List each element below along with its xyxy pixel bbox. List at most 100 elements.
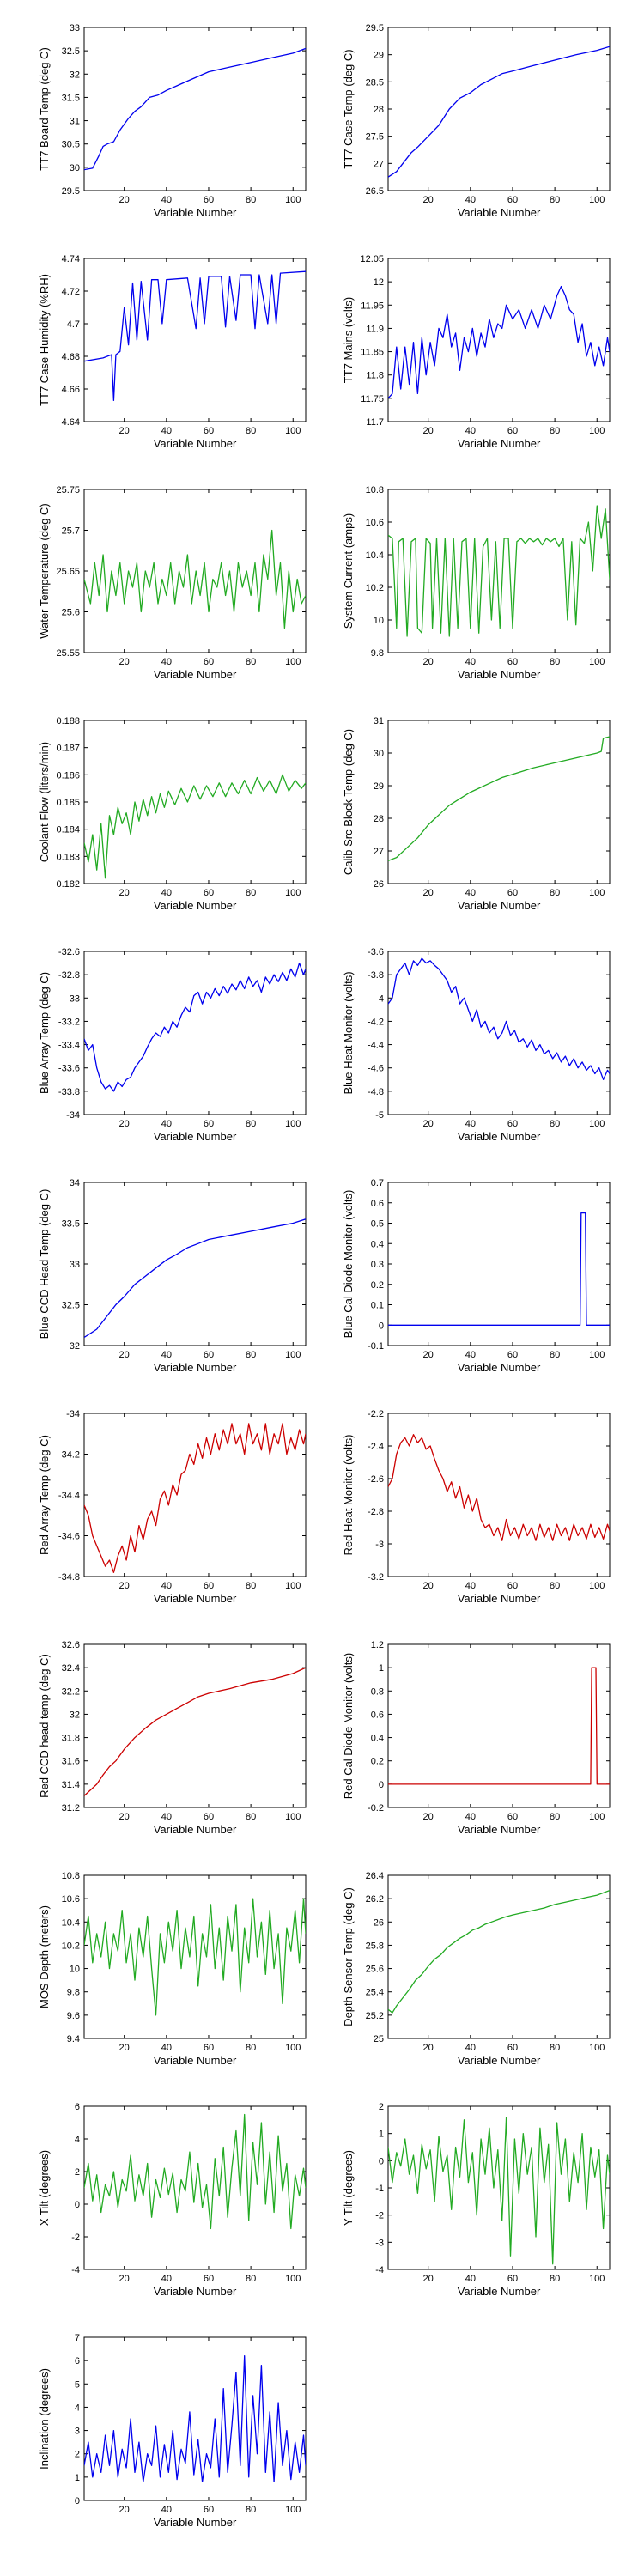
y-tick-label: 32.4: [62, 1663, 80, 1674]
series-line-0: [388, 1434, 610, 1541]
y-axis-label: Depth Sensor Temp (deg C): [342, 1887, 355, 2026]
y-tick-label: 4: [75, 2403, 80, 2413]
x-tick-label: 80: [246, 888, 256, 898]
y-tick-label: -34.8: [58, 1572, 80, 1583]
x-tick-label: 80: [550, 1812, 560, 1822]
series-line-0: [388, 46, 610, 178]
y-tick-label: -3: [375, 1540, 384, 1550]
y-tick-label: 0.3: [371, 1260, 384, 1270]
y-tick-label: 2: [379, 2102, 384, 2112]
x-tick-label: 20: [423, 888, 434, 898]
y-tick-label: 0.186: [56, 770, 80, 781]
x-tick-label: 40: [465, 426, 476, 436]
y-tick-label: -4.4: [368, 1041, 384, 1051]
y-tick-label: 0.2: [371, 1757, 384, 1767]
x-tick-label: 100: [589, 1812, 605, 1822]
plot-area: [83, 720, 307, 884]
y-tick-label: 26: [374, 879, 384, 890]
x-tick-label: 20: [119, 1119, 130, 1129]
chart-panel-13: 20 40 60 80 100 -3.2 -3 -2.8 -2.6 -2.4 -2.2 Variabl…: [342, 1409, 611, 1605]
series-line-0: [84, 529, 306, 629]
x-tick-label: 40: [161, 426, 172, 436]
x-tick-label: 20: [423, 2043, 434, 2053]
y-tick-label: 31.4: [62, 1780, 80, 1790]
chart-panel-17: 20 40 60 80 100 25 25.2 25.4 25.6 25.8 26 26.2 26.4 V…: [342, 1871, 611, 2067]
y-tick-label: 0.184: [56, 825, 80, 835]
x-tick-label: 80: [246, 1812, 256, 1822]
x-tick-label: 80: [246, 1581, 256, 1591]
x-tick-label: 60: [507, 426, 518, 436]
x-tick-label: 40: [465, 888, 476, 898]
y-tick-label: 30: [374, 749, 384, 759]
y-tick-label: 32: [70, 1341, 80, 1352]
x-axis-label: Variable Number: [154, 2285, 237, 2298]
y-tick-label: 26.5: [366, 186, 384, 197]
y-tick-label: 0.182: [56, 879, 80, 890]
x-tick-label: 60: [204, 2274, 214, 2284]
x-tick-label: 20: [119, 2505, 130, 2515]
x-tick-label: 80: [550, 1581, 560, 1591]
y-tick-label: 12: [374, 277, 384, 288]
x-axis-label: Variable Number: [154, 1823, 237, 1836]
x-tick-label: 100: [589, 1581, 605, 1591]
x-tick-label: 20: [423, 657, 434, 667]
chart-panel-0: 20 40 60 80 100 29.5 30 30.5 31 31.5 32 32.5 33 Varia…: [38, 23, 307, 219]
y-axis-label: TT7 Board Temp (deg C): [38, 47, 51, 171]
y-tick-label: 0.185: [56, 798, 80, 808]
chart-panel-11: 20 40 60 80 100 -0.1 0 0.1 0.2 0.3 0.4 0.5 0.6 0.7 Var…: [342, 1178, 611, 1374]
y-tick-label: 26.2: [366, 1894, 384, 1905]
y-tick-label: 25.7: [62, 526, 80, 537]
y-tick-label: 11.8: [366, 371, 384, 381]
y-tick-label: 34: [70, 1178, 80, 1188]
y-tick-label: 1: [379, 2129, 384, 2140]
y-tick-label: 1.2: [371, 1640, 384, 1650]
x-tick-label: 60: [507, 195, 518, 205]
y-tick-label: 0: [379, 1780, 384, 1790]
x-tick-label: 40: [465, 2043, 476, 2053]
x-tick-label: 40: [161, 1350, 172, 1360]
y-tick-label: 31.5: [62, 93, 80, 103]
y-tick-label: -4.6: [368, 1064, 384, 1074]
x-tick-label: 80: [246, 2274, 256, 2284]
series-line-0: [388, 505, 610, 637]
x-tick-label: 60: [507, 1812, 518, 1822]
y-axis-label: Calib Src Block Temp (deg C): [342, 729, 355, 875]
series-line-0: [388, 736, 610, 862]
x-tick-label: 80: [550, 2043, 560, 2053]
y-tick-label: 25.4: [366, 1988, 384, 1998]
y-tick-label: 29.5: [62, 186, 80, 197]
y-tick-label: 28: [374, 105, 384, 115]
y-tick-label: 0.7: [371, 1178, 384, 1188]
y-tick-label: 11.75: [361, 394, 384, 404]
y-tick-label: -4.2: [368, 1017, 384, 1027]
y-axis-label: X Tilt (degrees): [38, 2150, 51, 2226]
x-tick-label: 60: [507, 2043, 518, 2053]
series-line-0: [388, 1889, 610, 2014]
y-axis-label: Red Array Temp (deg C): [38, 1435, 51, 1555]
x-tick-label: 60: [507, 1119, 518, 1129]
y-tick-label: 4.74: [62, 254, 80, 264]
y-tick-label: 11.9: [366, 324, 384, 334]
x-axis-label: Variable Number: [458, 1823, 541, 1836]
y-tick-label: 27.5: [366, 132, 384, 143]
chart-panel-16: 20 40 60 80 100 9.4 9.6 9.8 10 10.2 10.4 10.6 10.8 Va…: [38, 1871, 307, 2067]
y-tick-label: 4.72: [62, 287, 80, 297]
y-tick-label: 0: [75, 2496, 80, 2506]
x-tick-label: 60: [204, 426, 214, 436]
y-tick-label: 4.7: [67, 319, 80, 330]
y-tick-label: -3.8: [368, 970, 384, 981]
x-tick-label: 40: [161, 1812, 172, 1822]
y-tick-label: 28: [374, 814, 384, 824]
x-tick-label: 20: [119, 2274, 130, 2284]
y-axis-label: TT7 Case Temp (deg C): [342, 49, 355, 168]
x-tick-label: 60: [204, 1119, 214, 1129]
y-tick-label: 32.5: [62, 1301, 80, 1311]
y-tick-label: 32.6: [62, 1640, 80, 1650]
x-axis-label: Variable Number: [458, 1592, 541, 1605]
x-axis-label: Variable Number: [458, 1130, 541, 1143]
x-axis-label: Variable Number: [458, 899, 541, 912]
y-tick-label: 4.68: [62, 352, 80, 362]
x-tick-label: 60: [507, 657, 518, 667]
y-tick-label: 2: [75, 2450, 80, 2460]
series-line-0: [84, 2113, 306, 2230]
